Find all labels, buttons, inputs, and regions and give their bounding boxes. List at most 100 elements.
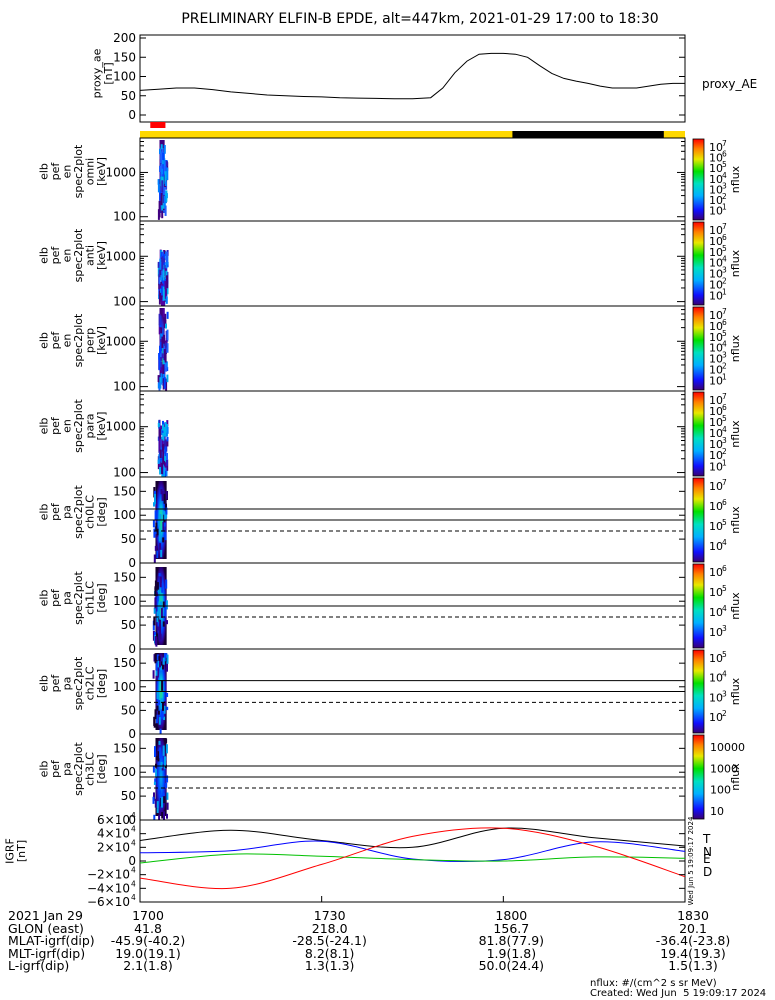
panel-perp-ylabel-line: elb <box>37 332 50 349</box>
pitch-angle-8-cell <box>159 747 162 759</box>
spectrogram-2-cell <box>159 258 162 270</box>
spectrogram-4-cell <box>163 446 166 453</box>
igrf-series-T <box>139 827 686 849</box>
pitch-angle-7-cell <box>163 701 166 706</box>
spectrogram-4-cell <box>158 438 161 452</box>
igrf-ytick-exp: 4 <box>131 825 136 834</box>
colorbar-para-tick-exp: 7 <box>722 392 727 401</box>
panel-omni-ylabel-line: spec2plot <box>72 144 85 198</box>
panel-proxy-ae-ylabel-line: [nT] <box>102 62 115 84</box>
pitch-angle-7-cell <box>155 670 158 676</box>
colorbar-anti-tick-base: 10 <box>709 268 723 281</box>
panel-ch1LC-ytick-label: 50 <box>121 618 136 632</box>
pitch-angle-7-cell <box>166 692 169 697</box>
spectrogram-3-cell <box>158 324 161 335</box>
pitch-angle-6-cell <box>152 631 155 641</box>
colorbar-para-tick-exp: 1 <box>722 458 727 467</box>
colorbar-anti-tick-base: 10 <box>709 278 723 291</box>
colorbar-perp-tick-base: 10 <box>709 331 723 344</box>
pitch-angle-7-cell <box>157 710 160 715</box>
spectrogram-3-cell <box>158 359 161 371</box>
pitch-angle-8-cell <box>160 762 163 769</box>
colorbar-perp-tick-exp: 4 <box>722 340 727 349</box>
pitch-angle-7-cell <box>156 667 159 678</box>
pitch-angle-8-cell <box>162 792 165 797</box>
pitch-angle-5-cell <box>158 518 161 527</box>
spectrogram-2-cell <box>165 252 168 263</box>
spectrogram-2-cell <box>161 285 164 296</box>
colorbar-ch0LC-tick-base: 10 <box>709 500 723 513</box>
footer-row-value: 1.9(1.8) <box>486 945 537 961</box>
pitch-angle-8-cell <box>161 812 164 819</box>
pitch-angle-6-cell <box>154 597 157 609</box>
panel-igrf-ylabel-line: [nT] <box>15 840 28 862</box>
spectrogram-3-cell <box>160 342 163 354</box>
spectrogram-4-cell <box>166 452 168 460</box>
spectrogram-3-cell <box>160 361 163 373</box>
colorbar-ch3LC-label: nflux <box>729 763 742 791</box>
footer-row-label: GLON (east) <box>8 920 84 936</box>
igrf-ytick-exp: 4 <box>131 879 136 888</box>
footer-row-value: 1700 <box>132 908 164 923</box>
spectrogram-2-cell <box>158 273 161 284</box>
spectrogram-2-cell <box>165 261 168 269</box>
spectrogram-4-cell <box>159 467 162 475</box>
proxy-ae-ytick-label: 50 <box>121 89 136 103</box>
colorbar-ch1LC <box>692 563 705 649</box>
colorbar-ch2LC-label: nflux <box>729 677 742 705</box>
panel-omni-ylabel-line: omni <box>83 158 96 185</box>
spectrogram-4-cell <box>159 461 162 470</box>
colorbar-anti-tick-exp: 7 <box>722 222 727 231</box>
spectrogram-2-cell <box>160 295 163 300</box>
pitch-angle-7-cell <box>162 712 164 718</box>
panel-ch1LC-ylabel-line: elb <box>37 590 50 607</box>
colorbar-para-tick-base: 10 <box>709 449 723 462</box>
panel-anti-ylabel-line: [keV] <box>95 241 108 270</box>
panel-ch3LC-ylabel-line: elb <box>37 761 50 778</box>
panel-proxy-ae-frame <box>139 34 686 123</box>
spectrogram-3-cell <box>162 308 165 318</box>
colorbar-ch2LC-tick-base: 10 <box>709 691 723 704</box>
panel-perp-ylabel-line: en <box>60 334 73 348</box>
spectrogram-1-cell <box>160 152 163 164</box>
colorbar-ch1LC-tick-base: 10 <box>709 586 723 599</box>
footer-row-value: -45.9(-40.2) <box>110 933 186 948</box>
panel-ch3LC-ytick-label: 150 <box>113 741 136 755</box>
spectrogram-4-cell <box>166 420 169 426</box>
spectrogram-1-cell <box>159 148 161 155</box>
colorbar-perp-tick-base: 10 <box>709 363 723 376</box>
pitch-angle-6-cell <box>160 607 163 619</box>
panel-para-ylabel-line: en <box>60 419 73 433</box>
panel-igrf-frame <box>139 819 686 903</box>
pitch-angle-8-cell <box>156 808 159 814</box>
spectrogram-3-cell <box>162 378 165 390</box>
pitch-angle-8-cell <box>156 801 159 809</box>
colorbar-anti <box>692 221 705 306</box>
footer-row-value: 20.1 <box>679 920 707 936</box>
colorbar-anti-tick-exp: 4 <box>722 255 727 264</box>
pitch-angle-7-cell <box>166 662 168 672</box>
panel-perp-ylabel-line: perp <box>83 328 96 353</box>
colorbar-perp-tick-exp: 1 <box>722 372 727 381</box>
pitch-angle-8-cell <box>164 756 166 766</box>
spectrogram-4-cell <box>157 423 160 428</box>
colorbar-perp-tick-exp: 2 <box>722 361 727 370</box>
pitch-angle-5-cell <box>155 481 158 488</box>
igrf-ytick-label: 4×10 <box>97 827 130 841</box>
pitch-angle-8-cell <box>166 802 169 810</box>
spectrogram-3-cell <box>165 378 168 392</box>
colorbar-omni-tick-exp: 3 <box>722 181 727 190</box>
pitch-angle-5-cell <box>163 523 166 527</box>
spectrogram-1-cell <box>157 184 160 193</box>
panel-ch3LC-ylabel-line: ch3LC <box>83 752 96 786</box>
spectrogram-3-cell <box>163 376 166 389</box>
spectrogram-2-cell <box>162 269 165 281</box>
pitch-angle-6-cell <box>155 636 158 647</box>
pitch-angle-5-cell <box>162 537 165 543</box>
panel-anti-ylabel-line: anti <box>83 245 96 266</box>
spectrogram-3-cell <box>160 327 163 334</box>
colorbar-ch2LC-tick-base: 10 <box>709 672 723 685</box>
pitch-angle-7-cell <box>157 660 160 669</box>
pitch-angle-5-cell <box>160 489 163 495</box>
